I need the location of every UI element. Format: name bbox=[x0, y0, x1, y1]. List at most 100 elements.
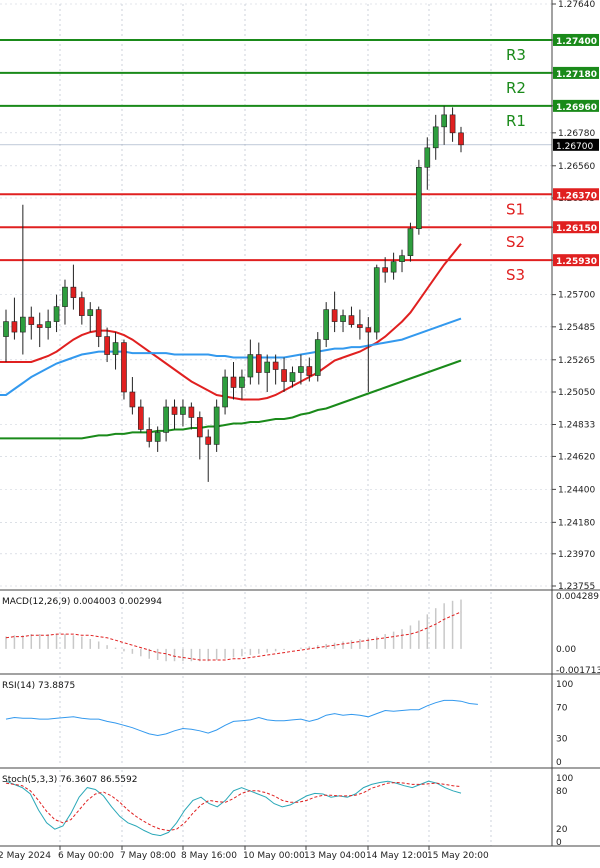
candle-body-45 bbox=[382, 267, 388, 273]
candle-body-32 bbox=[272, 361, 279, 370]
candle-body-44 bbox=[373, 267, 380, 333]
support-resistance-levels: R3 R2 R1 S1 S2 S3 bbox=[0, 38, 552, 284]
candle-body-5 bbox=[45, 321, 51, 328]
price-tick-label-4: 1.26780 bbox=[558, 129, 595, 139]
price-tick-label-15: 1.24400 bbox=[558, 485, 595, 495]
rsi-tick-label-1: 70 bbox=[556, 703, 568, 713]
time-label-6: 14 May 12:00 bbox=[366, 851, 428, 861]
macd-tick-label-2: -0.001713 bbox=[556, 666, 600, 676]
time-label-0: 2 May 2024 bbox=[0, 851, 51, 861]
candle-body-43 bbox=[365, 327, 372, 333]
time-axis: 2 May 2024 6 May 00:00 7 May 08:00 8 May 16… bbox=[0, 846, 489, 861]
candle-body-50 bbox=[424, 147, 431, 168]
candle-body-9 bbox=[79, 297, 85, 316]
candle-body-4 bbox=[36, 324, 43, 328]
candle-body-29 bbox=[247, 354, 254, 378]
stoch-tick-label-2: 20 bbox=[556, 825, 568, 835]
candle-body-41 bbox=[348, 315, 355, 325]
price-tick-label-9: 1.25700 bbox=[558, 291, 595, 301]
time-label-3: 8 May 16:00 bbox=[181, 851, 237, 861]
candle-body-13 bbox=[112, 342, 119, 355]
level-tag-bg-s1 bbox=[553, 188, 599, 201]
candle-body-19 bbox=[163, 406, 169, 433]
rsi-label: RSI(14) 73.8875 bbox=[2, 681, 75, 691]
candle-body-54 bbox=[458, 132, 464, 146]
price-tick-label-5: 1.26560 bbox=[558, 162, 595, 172]
candle-body-39 bbox=[331, 309, 338, 322]
price-tick-label-16: 1.24180 bbox=[558, 518, 595, 528]
candle-body-12 bbox=[104, 336, 110, 355]
candle-body-3 bbox=[28, 316, 35, 325]
macd-tick-label-0: 0.004289 bbox=[556, 592, 599, 602]
time-label-2: 7 May 08:00 bbox=[120, 851, 176, 861]
stoch-k-line bbox=[5, 780, 462, 837]
macd-tick-label-1: 0.00 bbox=[556, 645, 576, 655]
rsi-panel: 100 70 30 0 RSI(14) 73.8875 bbox=[2, 680, 573, 768]
time-label-5: 13 May 04:00 bbox=[304, 851, 366, 861]
candle-body-22 bbox=[188, 406, 195, 418]
level-tag-bg-r3 bbox=[553, 33, 599, 46]
candle-body-23 bbox=[196, 417, 203, 438]
candle-body-1 bbox=[11, 321, 18, 333]
candle-body-37 bbox=[314, 339, 321, 376]
rsi-tick-label-3: 0 bbox=[556, 758, 562, 768]
candle-body-0 bbox=[3, 321, 9, 337]
moving-average-line-2 bbox=[0, 359, 462, 440]
price-tick-label-13: 1.24833 bbox=[558, 421, 595, 431]
macd-panel: 0.004289 0.00 -0.001713 MACD(12,26,9) 0.004… bbox=[2, 592, 600, 676]
candle-body-14 bbox=[121, 342, 127, 393]
current-price-tag-bg bbox=[553, 138, 599, 151]
rsi-tick-label-2: 30 bbox=[556, 735, 568, 745]
level-tag-bg-s2 bbox=[553, 221, 599, 234]
candle-body-6 bbox=[53, 306, 60, 322]
candle-body-7 bbox=[62, 286, 68, 307]
candle-body-17 bbox=[146, 429, 153, 442]
level-tag-r1: 1.26960 bbox=[556, 103, 597, 113]
level-tag-bg-r1 bbox=[553, 99, 599, 112]
candle-body-30 bbox=[255, 354, 262, 373]
level-tag-r2: 1.27180 bbox=[556, 70, 597, 80]
time-label-7: 15 May 20:00 bbox=[427, 851, 489, 861]
price-tick-label-12: 1.25050 bbox=[558, 388, 595, 398]
price-tick-label-11: 1.25265 bbox=[558, 356, 595, 366]
candle-body-46 bbox=[390, 261, 397, 273]
level-name-s2: S2 bbox=[506, 233, 525, 251]
candle-body-40 bbox=[340, 315, 346, 322]
level-tag-r3: 1.27400 bbox=[556, 37, 597, 47]
rsi-line bbox=[5, 699, 478, 737]
price-tick-label-10: 1.25485 bbox=[558, 323, 595, 333]
candle-body-16 bbox=[137, 406, 144, 430]
price-axis: 1.27640 1.27400 1.27180 1.26960 1.26780 1.265… bbox=[551, 0, 599, 846]
macd-label: MACD(12,26,9) 0.004003 0.002994 bbox=[2, 597, 162, 607]
candle-body-27 bbox=[230, 376, 237, 388]
current-price-tag: 1.26700 bbox=[556, 142, 593, 152]
level-name-r3: R3 bbox=[506, 46, 526, 64]
candle-body-35 bbox=[298, 366, 304, 373]
price-tick-label-18: 1.23755 bbox=[558, 582, 595, 592]
moving-averages bbox=[0, 243, 462, 440]
candle-body-15 bbox=[129, 391, 136, 408]
rsi-tick-label-0: 100 bbox=[556, 680, 573, 690]
stoch-label: Stoch(5,3,3) 76.3607 86.5592 bbox=[2, 775, 137, 785]
price-tick-label-0: 1.27640 bbox=[558, 0, 595, 10]
candle-body-36 bbox=[306, 366, 313, 376]
candle-body-34 bbox=[289, 372, 296, 382]
level-tag-bg-r2 bbox=[553, 66, 599, 79]
candle-body-11 bbox=[95, 309, 102, 337]
stoch-panel: 100 80 20 0 Stoch(5,3,3) 76.3607 86.5592 bbox=[2, 774, 573, 848]
stoch-tick-label-1: 80 bbox=[556, 787, 568, 797]
level-name-r1: R1 bbox=[506, 112, 526, 130]
candle-body-49 bbox=[416, 166, 422, 230]
candle-body-42 bbox=[357, 324, 363, 328]
level-tag-s2: 1.26150 bbox=[556, 224, 597, 234]
candle-body-52 bbox=[441, 114, 447, 128]
price-tick-label-14: 1.24620 bbox=[558, 452, 595, 462]
candle-body-28 bbox=[239, 376, 245, 388]
level-name-s3: S3 bbox=[506, 266, 525, 284]
macd-signal-line bbox=[5, 611, 462, 661]
level-tag-bg-s3 bbox=[553, 254, 599, 267]
candle-body-26 bbox=[222, 376, 228, 408]
price-tick-label-17: 1.23970 bbox=[558, 550, 595, 560]
stoch-tick-label-0: 100 bbox=[556, 774, 573, 784]
